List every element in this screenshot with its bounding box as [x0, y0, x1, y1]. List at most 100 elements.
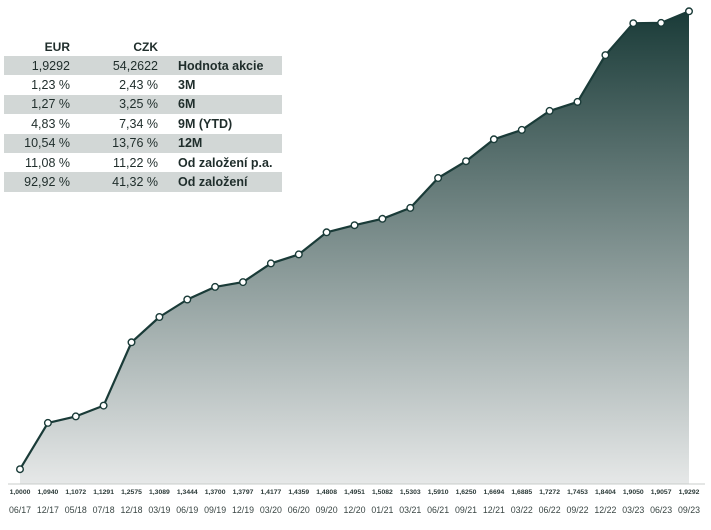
- x-tick-label: 06/22: [539, 505, 561, 515]
- data-label: 1,1291: [93, 489, 114, 496]
- x-tick-label: 09/23: [678, 505, 700, 515]
- data-point: [211, 282, 220, 291]
- data-point: [489, 135, 498, 144]
- data-label: 1,7453: [567, 489, 588, 496]
- data-point: [545, 106, 554, 115]
- data-label: 1,7272: [539, 489, 560, 496]
- table-row: 10,54 % 13,76 % 12M: [4, 133, 282, 153]
- data-point: [657, 18, 666, 27]
- data-label: 1,9292: [679, 489, 700, 496]
- data-label: 1,3089: [149, 489, 170, 496]
- x-tick-label: 12/18: [120, 505, 142, 515]
- header-eur: EUR: [44, 40, 70, 54]
- data-point: [155, 313, 164, 322]
- data-point: [127, 338, 136, 347]
- data-label: 1,1072: [65, 489, 86, 496]
- czk-value: 2,43 %: [119, 78, 158, 93]
- data-point: [685, 7, 694, 16]
- table-header-row: EUR CZK: [4, 38, 282, 56]
- czk-value: 13,76 %: [78, 133, 166, 153]
- header-czk: CZK: [133, 40, 158, 54]
- x-tick-label: 12/19: [232, 505, 254, 515]
- x-tick-label: 06/17: [9, 505, 31, 515]
- data-label: 1,3444: [177, 489, 198, 496]
- table-row: 11,08 % 11,22 % Od založení p.a.: [4, 153, 282, 172]
- row-label: 12M: [166, 133, 282, 153]
- data-label: 1,6885: [511, 489, 532, 496]
- data-point: [16, 465, 25, 474]
- data-point: [350, 221, 359, 230]
- table-row: 4,83 % 7,34 % 9M (YTD): [4, 114, 282, 133]
- x-tick-label: 12/22: [594, 505, 616, 515]
- data-label: 1,9057: [651, 489, 672, 496]
- x-tick-label: 03/20: [260, 505, 282, 515]
- row-label: 3M: [178, 78, 196, 93]
- x-tick-label: 12/20: [343, 505, 365, 515]
- x-tick-label: 03/21: [399, 505, 421, 515]
- table-row: 92,92 % 41,32 % Od založení: [4, 172, 282, 192]
- table-row: 1,9292 54,2622 Hodnota akcie: [4, 56, 282, 76]
- table-row: 1,27 % 3,25 % 6M: [4, 94, 282, 115]
- data-label: 1,5910: [428, 489, 449, 496]
- data-point: [406, 203, 415, 212]
- data-point: [629, 19, 638, 28]
- data-label: 1,3797: [233, 489, 254, 496]
- x-tick-label: 03/22: [511, 505, 533, 515]
- x-tick-label: 09/22: [566, 505, 588, 515]
- x-tick-label: 09/20: [316, 505, 338, 515]
- data-point: [71, 412, 80, 421]
- x-tick-label: 06/21: [427, 505, 449, 515]
- data-point: [238, 278, 247, 287]
- data-point: [183, 295, 192, 304]
- data-label: 1,3700: [205, 489, 226, 496]
- data-label: 1,6694: [484, 489, 505, 496]
- data-point: [266, 259, 275, 268]
- eur-value: 1,27 %: [4, 94, 78, 115]
- czk-value: 7,34 %: [119, 116, 158, 131]
- data-point: [601, 51, 610, 60]
- data-point: [517, 125, 526, 134]
- row-label: 6M: [166, 94, 282, 115]
- x-tick-label: 03/23: [622, 505, 644, 515]
- eur-value: 92,92 %: [4, 172, 78, 192]
- eur-value: 4,83 %: [31, 116, 70, 131]
- x-tick-label: 03/19: [148, 505, 170, 515]
- eur-value: 1,23 %: [31, 78, 70, 93]
- x-tick-label: 07/18: [93, 505, 115, 515]
- data-label: 1,9050: [623, 489, 644, 496]
- data-point: [99, 401, 108, 410]
- data-label: 1,4359: [288, 489, 309, 496]
- czk-value: 3,25 %: [78, 94, 166, 115]
- czk-value: 54,2622: [78, 56, 166, 76]
- data-label: 1,6250: [456, 489, 477, 496]
- data-label: 1,5303: [400, 489, 421, 496]
- data-label: 1,4951: [344, 489, 365, 496]
- data-label: 1,4177: [261, 489, 282, 496]
- data-label: 1,5082: [372, 489, 393, 496]
- x-tick-label: 09/19: [204, 505, 226, 515]
- row-label: Hodnota akcie: [166, 56, 282, 76]
- data-label: 1,8404: [595, 489, 616, 496]
- data-label: 1,0940: [38, 489, 59, 496]
- x-tick-label: 01/21: [371, 505, 393, 515]
- data-point: [434, 173, 443, 182]
- x-tick-label: 12/21: [483, 505, 505, 515]
- table-row: 1,23 % 2,43 % 3M: [4, 75, 282, 94]
- x-tick-label: 09/21: [455, 505, 477, 515]
- performance-table: EUR CZK 1,9292 54,2622 Hodnota akcie 1,2…: [4, 38, 282, 192]
- czk-value: 41,32 %: [78, 172, 166, 192]
- data-label: 1,4808: [316, 489, 337, 496]
- x-tick-label: 05/18: [65, 505, 87, 515]
- eur-value: 11,08 %: [25, 155, 70, 170]
- row-label: Od založení: [166, 172, 282, 192]
- header-label: [166, 38, 282, 56]
- data-point: [378, 214, 387, 223]
- data-point: [573, 97, 582, 106]
- data-point: [462, 157, 471, 166]
- x-tick-label: 06/23: [650, 505, 672, 515]
- row-label: 9M (YTD): [178, 116, 233, 131]
- x-tick-label: 06/20: [288, 505, 310, 515]
- eur-value: 10,54 %: [4, 133, 78, 153]
- czk-value: 11,22 %: [113, 155, 158, 170]
